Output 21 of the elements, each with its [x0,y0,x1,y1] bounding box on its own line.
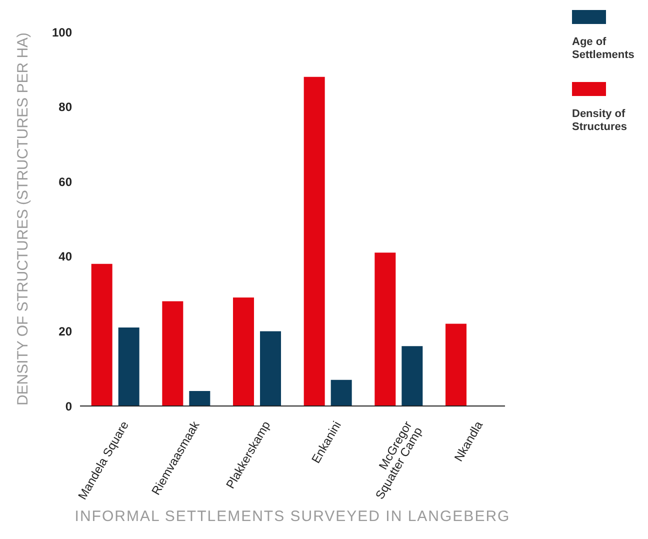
bar [118,327,140,406]
bar [233,298,254,406]
bar [374,252,396,406]
bar [402,346,423,406]
bar [330,380,352,406]
bar [189,391,210,406]
y-tick-label: 20 [58,324,72,338]
y-tick-label: 80 [58,100,72,114]
x-axis-title: INFORMAL SETTLEMENTS SURVEYED IN LANGEBERG [74,508,510,525]
bar [260,331,281,406]
legend-label: Density of Structures [572,108,628,134]
bar [162,301,184,406]
legend-label: Age of Settlements [572,36,636,62]
y-axis-title: DENSITY OF STRUCTURES (STRUCTURES PER HA) [14,32,32,406]
bar [446,324,466,406]
y-tick-label: 0 [65,399,72,414]
y-tick-label: 60 [58,174,72,189]
bar [91,264,112,406]
y-tick-label: 40 [58,250,72,264]
bar [304,76,325,406]
y-tick-label: 100 [52,25,72,40]
